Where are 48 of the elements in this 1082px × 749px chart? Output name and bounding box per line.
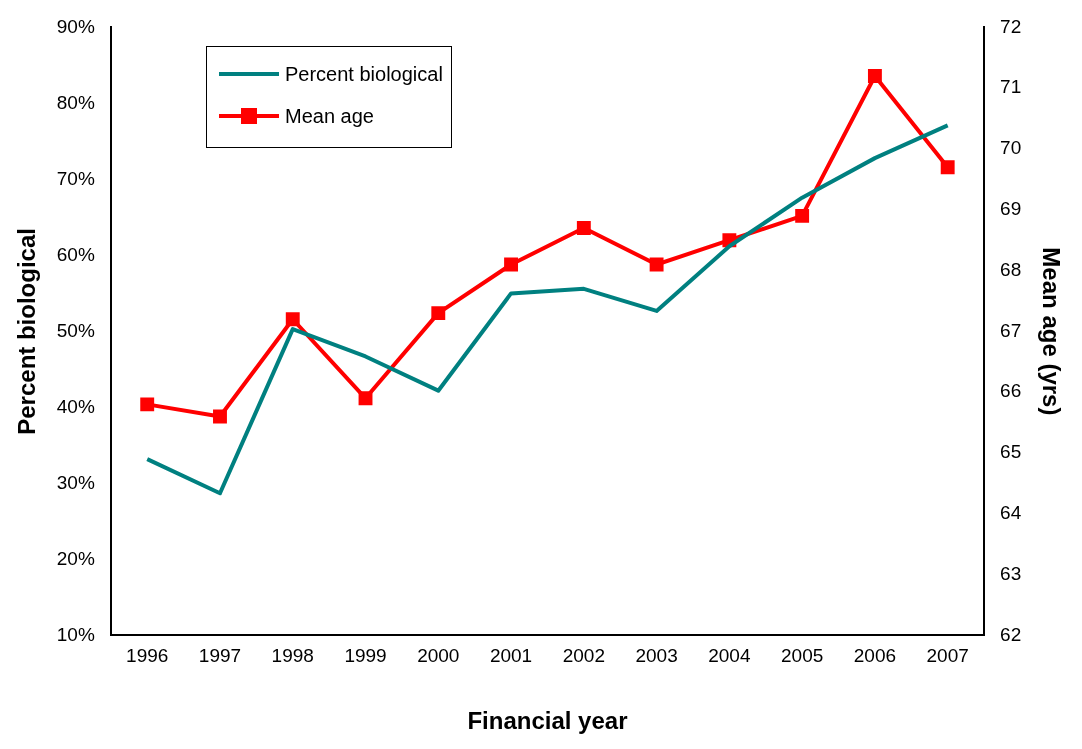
y-axis-title: Percent biological — [13, 228, 41, 435]
y-tick-label: 60% — [56, 243, 95, 265]
y-tick-label: 20% — [56, 547, 95, 569]
x-tick-label: 2005 — [781, 645, 824, 667]
y-tick-label: 30% — [56, 471, 95, 493]
y2-tick-label: 63 — [1000, 562, 1022, 584]
x-tick-label: 2006 — [853, 645, 897, 667]
x-tick-label: 1996 — [126, 645, 169, 667]
y2-tick-label: 71 — [1000, 76, 1022, 98]
y2-tick-label: 69 — [1000, 198, 1022, 220]
legend-label: Percent biological — [285, 62, 443, 86]
y2-tick-label: 70 — [1000, 137, 1022, 159]
point — [285, 312, 300, 327]
x-tick-label: 2007 — [926, 645, 969, 667]
point — [867, 69, 882, 83]
y-tick-label: 50% — [56, 319, 95, 341]
x-tick-label: 1999 — [344, 645, 387, 667]
legend-label: Mean age — [285, 104, 374, 128]
x-tick-label: 2004 — [708, 645, 751, 667]
x-axis-title: Financial year — [467, 707, 628, 735]
point — [576, 221, 591, 235]
point — [213, 409, 227, 424]
y-tick-label: 90% — [56, 15, 95, 37]
point — [431, 306, 446, 321]
y2-tick-label: 65 — [1000, 441, 1022, 463]
y2-tick-label: 67 — [1000, 319, 1022, 341]
y-tick-label: 80% — [56, 91, 95, 113]
y2-axis-title: Mean age (yrs) — [1037, 247, 1065, 416]
x-tick-label: 2002 — [562, 645, 605, 667]
y2-tick-label: 62 — [1000, 623, 1022, 645]
y2-tick-label: 68 — [1000, 258, 1022, 280]
point — [358, 391, 373, 406]
y-tick-label: 70% — [56, 167, 95, 189]
x-tick-label: 1998 — [271, 645, 314, 667]
x-tick-label: 2003 — [635, 645, 678, 667]
x-tick-label: 2001 — [489, 645, 533, 667]
x-tick-label: 1997 — [198, 645, 242, 667]
y2-tick-label: 66 — [1000, 380, 1022, 402]
point — [940, 160, 955, 175]
point — [140, 397, 155, 412]
y-tick-label: 10% — [56, 623, 95, 645]
y-tick-label: 40% — [56, 395, 95, 417]
y2-tick-label: 72 — [1000, 15, 1022, 37]
point — [649, 257, 664, 272]
x-tick-label: 2000 — [417, 645, 460, 667]
point — [504, 257, 519, 272]
y2-tick-label: 64 — [1000, 502, 1022, 524]
point — [795, 208, 810, 223]
